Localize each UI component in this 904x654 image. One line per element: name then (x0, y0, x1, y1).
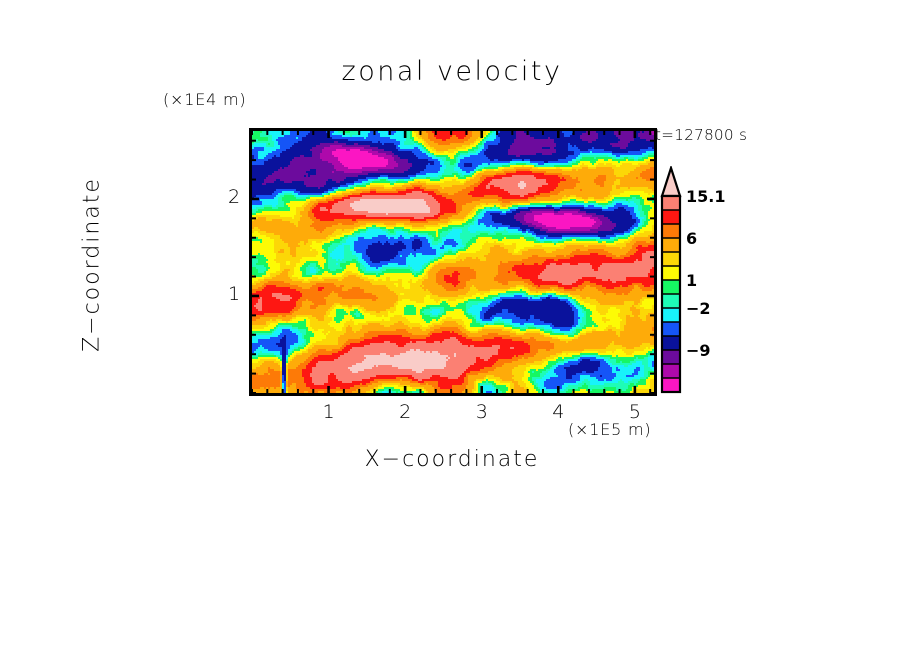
z-tick-label: 2 (228, 185, 241, 208)
page-title: zonal velocity (341, 56, 563, 87)
colorbar-tick-label: 15.1 (686, 187, 726, 206)
plot-axes-frame (249, 128, 657, 396)
colorbar-tick-label: 1 (686, 271, 698, 290)
time-annotation: t=127800 s (655, 126, 748, 144)
colorbar (660, 166, 682, 394)
z-tick-label: 1 (228, 282, 241, 305)
x-tick-label: 3 (475, 401, 488, 423)
colorbar-tick-label: 6 (686, 229, 698, 248)
x-axis-title: X−coordinate (364, 447, 540, 472)
x-tick-label: 5 (628, 401, 641, 423)
x-tick-label: 4 (552, 401, 565, 423)
y-axis-title: Z−coordinate (79, 177, 105, 352)
colorbar-tick-label: −9 (686, 341, 711, 360)
colorbar-tick-label: −2 (686, 299, 711, 318)
x-tick-label: 2 (399, 401, 412, 423)
x-tick-label: 1 (322, 401, 335, 423)
z-axis-unit-label: (×1E4 m) (163, 90, 247, 109)
x-axis-unit-label: (×1E5 m) (568, 420, 652, 439)
